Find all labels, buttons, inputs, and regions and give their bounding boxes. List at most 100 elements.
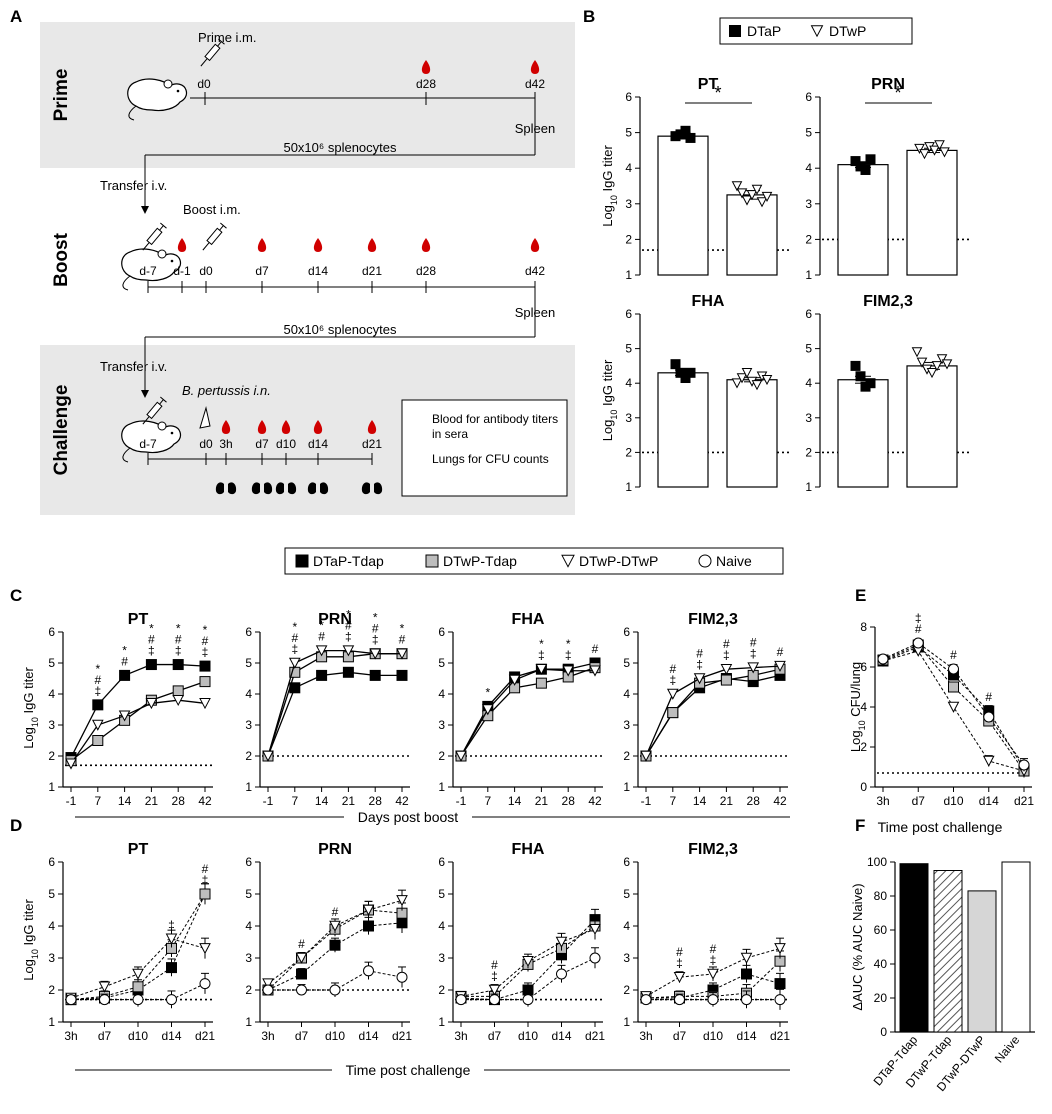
panel-a-schematic: Prime Boost Challenge Prime i.m. d0 d28 … — [40, 22, 575, 515]
panel-b-bar-dtwp — [726, 379, 778, 488]
panel-letter-a: A — [10, 7, 22, 26]
panel-d-x-tick-label: d7 — [673, 1029, 687, 1043]
prime-blood-drop-icon-d28 — [421, 60, 431, 74]
panel-c-point-dtwp-dtwp — [589, 665, 601, 677]
panel-c-series-line-dtap-tdap — [645, 674, 781, 757]
panel-d-title-fha: FHA — [512, 841, 545, 858]
panel-c-significance-mark: # — [723, 637, 730, 651]
panel-c-x-tick-label: 14 — [693, 794, 707, 808]
challenge-transfer-syringe-icon — [142, 396, 167, 425]
panel-d-point-dtwp-dtwp — [522, 955, 534, 968]
panel-d-y-tick-label: 4 — [48, 919, 55, 933]
panel-c-significance-mark: # — [202, 634, 209, 648]
panel-c-significance-mark: ‡ — [565, 648, 572, 662]
boost-day-label: d21 — [362, 264, 382, 278]
panel-c-significance-mark: ‡ — [94, 684, 101, 698]
panel-e-point-naive — [948, 663, 959, 675]
panel-d-y-tick-label: 3 — [623, 951, 630, 965]
panel-c-x-tick-label: 14 — [508, 794, 522, 808]
lungs-icon — [251, 479, 273, 495]
panel-b-y-tick-label: 2 — [805, 232, 812, 246]
panel-d-point-naive — [99, 994, 110, 1006]
panel-e-series-line-dtwp-tdap — [882, 644, 1025, 772]
panel-c-y-tick-label: 6 — [438, 625, 445, 639]
prime-title: Prime — [51, 69, 72, 122]
panel-d-series-line-dtwp-dtwp — [460, 928, 596, 997]
panel-c-y-tick-label: 6 — [245, 625, 252, 639]
mouse-eye — [176, 89, 180, 93]
challenge-blood-drop-icon — [367, 420, 377, 434]
panel-d-point-dtwp-tdap — [132, 981, 144, 993]
panel-c-title-fha: FHA — [512, 611, 545, 628]
panel-b-point-dtwp — [751, 380, 763, 391]
panel-b-y-tick-label: 4 — [805, 161, 812, 175]
panel-c-point-dtap-tdap — [342, 666, 354, 678]
prime-blood-drop-icon-d42 — [530, 60, 540, 74]
panel-c-y-tick-label: 5 — [245, 656, 252, 670]
panel-b-point-dtwp — [934, 140, 945, 151]
panel-c-x-tick-label: 21 — [720, 794, 734, 808]
panel-b-point-dtwp — [736, 373, 748, 384]
panel-c-significance-mark: * — [566, 637, 571, 651]
panel-letter-e: E — [855, 586, 866, 605]
panel-d-point-naive — [166, 994, 177, 1006]
main-legend-marker-dtwp-dtwp — [561, 554, 575, 568]
panel-d-x-tick-label: d21 — [585, 1029, 605, 1043]
legend-blood-text: Blood for antibody titers in sera — [432, 412, 559, 441]
panel-c-significance-mark: # — [94, 673, 101, 687]
panel-d-point-naive — [707, 994, 719, 1006]
prime-day-d28: d28 — [416, 77, 436, 91]
panel-d-x-tick-label: d21 — [195, 1029, 215, 1043]
panel-c-y-tick-label: 5 — [623, 656, 630, 670]
panel-letter-d: D — [10, 816, 22, 835]
panel-b-significance-label: * — [714, 83, 721, 103]
panel-b-bar-dtap — [657, 135, 709, 276]
schematic-legend-box — [401, 399, 568, 497]
panel-c-y-tick-label: 2 — [623, 749, 630, 763]
panel-c-y-tick-label: 3 — [48, 718, 55, 732]
main-legend-label-dtwp-dtwp: DTwP-DTwP — [579, 553, 658, 569]
panel-c-title-prn: PRN — [318, 611, 352, 628]
mouse-eye — [170, 259, 174, 263]
panel-b-point-dtwp — [911, 347, 923, 358]
panel-c-x-tick-label: 28 — [747, 794, 761, 808]
panel-b-subplot-fim2-3: FIM2,3 1 2 3 4 5 6 — [805, 293, 970, 494]
panel-d-xlabel: Time post challenge — [346, 1062, 471, 1078]
panel-e-significance-mark: # — [915, 622, 922, 636]
boost-day-label: d42 — [525, 264, 545, 278]
panel-b-point-dtwp — [926, 368, 938, 379]
panel-c-x-tick-label: 42 — [773, 794, 787, 808]
panel-c-point-dtwp-tdap — [667, 707, 679, 719]
challenge-blood-drop-icon — [221, 420, 231, 434]
panel-b-subplot-fha: FHA 1 2 3 4 5 6 Log10 IgG titer — [600, 293, 790, 494]
panel-c-y-tick-label: 1 — [438, 780, 445, 794]
mouse-tail — [122, 447, 131, 463]
panel-c-significance-mark: ‡ — [345, 630, 352, 644]
panel-c-point-dtap-tdap — [92, 699, 104, 711]
panel-d-subplot-prn: PRN 1 2 3 4 5 6 3h d7 d10 d14 d21 # # — [245, 841, 412, 1043]
panel-c-series-line-dtwp-tdap — [645, 668, 781, 757]
panel-c-significance-mark: # — [669, 662, 676, 676]
panel-d-point-dtap-tdap — [741, 968, 752, 980]
boost-blood-drop-icon — [177, 238, 187, 252]
panel-c-point-dtwp-dtwp — [640, 750, 652, 762]
panel-c-point-dtwp-tdap — [535, 677, 547, 689]
panel-c-significance-mark: ‡ — [696, 658, 703, 672]
panel-f-y-tick-label: 40 — [874, 957, 888, 971]
panel-c-x-tick-label: -1 — [456, 794, 467, 808]
panel-c-y-tick-label: 6 — [48, 625, 55, 639]
panel-b-y-tick-label: 3 — [625, 411, 632, 425]
panel-c-x-tick-label: 28 — [562, 794, 576, 808]
boost-injection-label: Boost i.m. — [183, 202, 241, 217]
panel-c-significance-mark: # — [750, 636, 757, 650]
panel-f-bar-dtwp-tdap — [933, 870, 963, 1033]
panel-d-significance-mark: ‡ — [168, 918, 175, 932]
panel-c-significance-mark: ‡ — [750, 647, 757, 661]
challenge-day-label: d0 — [199, 437, 213, 451]
panel-d-point-naive — [396, 971, 408, 983]
panel-d-point-dtwp-dtwp — [707, 968, 719, 980]
panel-c-y-tick-label: 1 — [623, 780, 630, 794]
